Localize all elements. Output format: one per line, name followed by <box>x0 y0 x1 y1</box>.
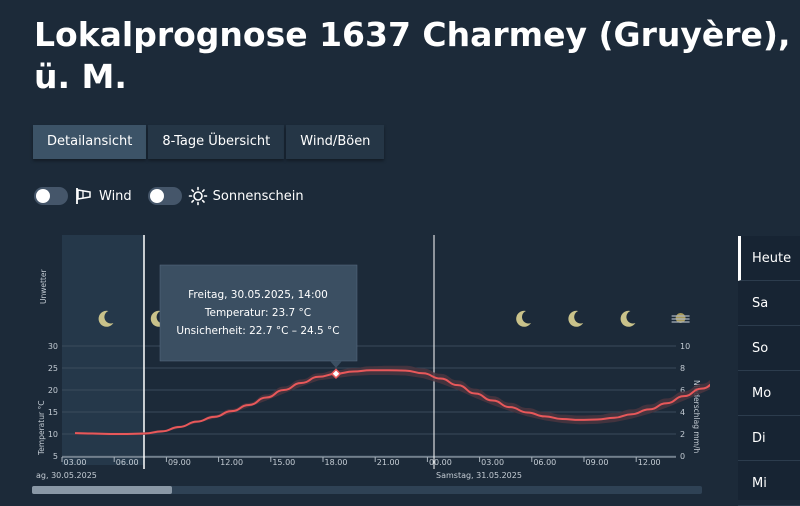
y-tick-label: 25 <box>48 364 58 373</box>
sidebar-item-heute[interactable]: Heute <box>738 236 800 281</box>
moon-shape <box>516 310 531 327</box>
tab-8-tage-uebersicht[interactable]: 8-Tage Übersicht <box>148 125 285 159</box>
x-tick-label: 09.00 <box>586 458 609 467</box>
chart-grid <box>62 345 676 458</box>
x-tick-label: 06.00 <box>533 458 556 467</box>
day-sidebar: Heute Sa So Mo Di Mi <box>738 236 800 506</box>
sidebar-item-di[interactable]: Di <box>738 416 800 461</box>
y2-axis-ticks: 0 2 4 6 8 10 <box>680 342 690 461</box>
tooltip-line-3: Unsicherheit: 22.7 °C – 24.5 °C <box>176 325 339 337</box>
sunshine-toggle-knob <box>149 189 164 203</box>
sidebar-item-mo[interactable]: Mo <box>738 371 800 416</box>
moon-icon <box>150 310 166 327</box>
forecast-chart[interactable]: Unwetter Temperatur °C Niederschlag mm/h… <box>0 235 710 500</box>
x-tick-label: 18.00 <box>325 458 348 467</box>
y-axis-label: Temperatur °C <box>37 401 46 456</box>
x-tick-label: 06.00 <box>116 458 139 467</box>
moon-icon <box>568 310 584 327</box>
x-tick-label: 03.00 <box>481 458 504 467</box>
page-title-line2: ü. M. <box>34 57 127 96</box>
y-axis-ticks: 5 10 15 20 25 30 <box>48 342 58 461</box>
chart-scrollbar-thumb[interactable] <box>32 486 172 494</box>
x-tick-label: 00.00 <box>429 458 452 467</box>
day-label-friday: ag, 30.05.2025 <box>36 471 97 480</box>
view-tabs: Detailansicht 8-Tage Übersicht Wind/Böen <box>33 125 386 159</box>
moon-shape <box>568 310 584 327</box>
chart-scrollbar-track[interactable] <box>32 486 702 494</box>
page-title: Lokalprognose 1637 Charmey (Gruyère), 90… <box>34 14 800 98</box>
x-axis-ticks: 03.00 06.00 09.00 12.00 15.00 18.00 21.00 00.00… <box>61 457 661 467</box>
sunshine-toggle-group: Sonnenschein <box>147 186 304 206</box>
sun-icon <box>188 186 207 206</box>
x-tick-label: 21.00 <box>377 458 400 467</box>
day-label-saturday: Samstag, 31.05.2025 <box>436 471 522 480</box>
sunshine-toggle[interactable] <box>147 187 182 205</box>
tooltip-line-1: Freitag, 30.05.2025, 14:00 <box>188 289 328 301</box>
y-tick-label: 5 <box>53 452 58 461</box>
x-tick-label: 09.00 <box>168 458 191 467</box>
sunshine-toggle-label: Sonnenschein <box>212 188 304 204</box>
tab-detailansicht[interactable]: Detailansicht <box>33 125 147 159</box>
wind-toggle-group: Wind <box>34 186 132 206</box>
x-tick-label: 15.00 <box>272 458 295 467</box>
warning-row-label: Unwetter <box>39 269 48 304</box>
y-tick-label: 30 <box>48 342 58 351</box>
y2-tick-label: 6 <box>680 386 685 395</box>
moon-shape <box>150 310 166 327</box>
x-tick-label: 12.00 <box>220 458 243 467</box>
moon-icon <box>98 310 114 327</box>
sidebar-item-mi[interactable]: Mi <box>738 461 800 506</box>
moon-icon <box>516 310 531 327</box>
temperature-line <box>74 369 710 435</box>
y-tick-label: 10 <box>48 430 58 439</box>
moon-shape <box>620 310 636 327</box>
tooltip-line-2: Temperatur: 23.7 °C <box>204 307 311 319</box>
fog-icon <box>671 313 690 323</box>
moon-icon <box>620 310 636 327</box>
sidebar-item-so[interactable]: So <box>738 326 800 371</box>
y-tick-label: 20 <box>48 386 58 395</box>
y2-axis-label: Niederschlag mm/h <box>692 380 701 454</box>
y2-tick-label: 4 <box>680 408 685 417</box>
tab-wind-boeen[interactable]: Wind/Böen <box>286 125 385 159</box>
wind-toggle-knob <box>36 189 50 203</box>
y2-tick-label: 0 <box>680 452 685 461</box>
y2-tick-label: 10 <box>680 342 690 351</box>
tooltip-pointer <box>330 361 342 368</box>
wind-toggle-label: Wind <box>99 188 132 204</box>
chart-tooltip: Freitag, 30.05.2025, 14:00 Temperatur: 2… <box>159 264 358 380</box>
y2-tick-label: 2 <box>680 430 685 439</box>
tooltip-data-point <box>330 368 342 380</box>
layer-toggles: Wind Sonnenschein <box>34 186 320 206</box>
uncertainty-band <box>75 365 710 436</box>
y2-tick-label: 8 <box>680 364 685 373</box>
y-tick-label: 15 <box>48 408 58 417</box>
x-tick-label: 12.00 <box>638 458 661 467</box>
x-tick-label: 03.00 <box>64 458 87 467</box>
page-title-line1: Lokalprognose 1637 Charmey (Gruyère), 90… <box>34 15 800 54</box>
sidebar-item-sa[interactable]: Sa <box>738 281 800 326</box>
moon-shape <box>98 310 114 327</box>
wind-toggle[interactable] <box>34 187 68 205</box>
windsock-icon <box>76 188 91 204</box>
past-period-shade <box>62 235 144 465</box>
tooltip-box <box>159 264 358 362</box>
